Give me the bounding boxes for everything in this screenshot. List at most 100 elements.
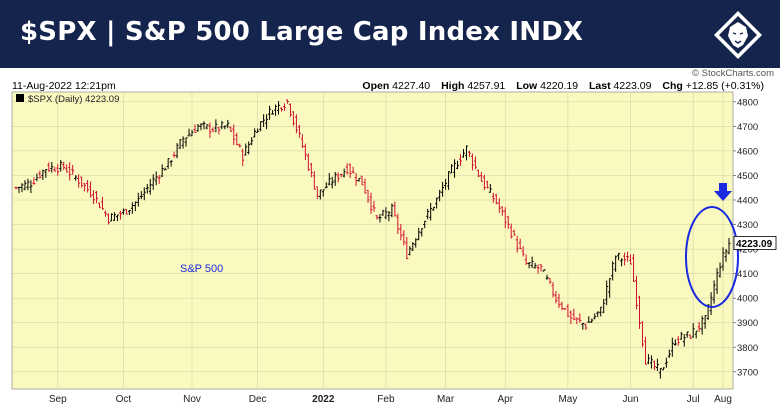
- price-bar: [157, 175, 161, 184]
- price-bar: [464, 145, 468, 161]
- chg-value: +12.85 (+0.31%): [685, 80, 764, 92]
- price-bar: [402, 230, 406, 246]
- price-bar: [187, 128, 191, 137]
- price-bar: [679, 331, 683, 340]
- price-bar: [89, 181, 93, 198]
- price-bar: [65, 164, 69, 173]
- price-bar: [92, 190, 96, 205]
- price-bar: [709, 292, 713, 316]
- legend-label: $SPX (Daily) 4223.09: [28, 94, 119, 105]
- price-bar: [369, 192, 373, 214]
- price-bar: [527, 262, 531, 269]
- price-bar: [551, 282, 555, 298]
- price-bar: [294, 114, 298, 134]
- price-bar: [288, 103, 292, 117]
- price-bar: [408, 246, 412, 256]
- last-value-text: 4223.09: [736, 239, 773, 250]
- price-bar: [467, 150, 471, 157]
- price-bar: [572, 308, 576, 321]
- price-bar: [459, 154, 463, 166]
- y-tick-label: 3700: [737, 367, 758, 378]
- price-bar: [318, 189, 322, 200]
- x-tick-label: Mar: [437, 394, 455, 405]
- price-bar: [638, 295, 642, 329]
- price-bar: [238, 143, 242, 148]
- x-tick-label: Oct: [116, 394, 132, 405]
- price-bar: [614, 255, 618, 272]
- price-bar: [658, 367, 662, 379]
- price-bar: [74, 175, 78, 181]
- price-bar: [366, 189, 370, 204]
- price-bar: [277, 101, 281, 115]
- price-bar: [661, 367, 665, 371]
- price-bar: [145, 183, 149, 194]
- price-bar: [417, 227, 421, 241]
- price-bar: [184, 137, 188, 147]
- price-bar: [593, 313, 597, 320]
- price-bar: [432, 206, 436, 211]
- price-bar: [208, 122, 212, 138]
- price-bar: [584, 323, 588, 330]
- price-bar: [482, 174, 486, 190]
- last-value-box-bg: [733, 236, 777, 250]
- price-bar: [20, 183, 24, 193]
- price-bar: [488, 183, 492, 193]
- price-bar: [649, 355, 653, 369]
- open-label: Open: [362, 80, 390, 92]
- series-label: S&P 500: [180, 263, 223, 275]
- price-bar: [312, 171, 316, 190]
- price-bar: [53, 166, 57, 172]
- price-bar: [223, 125, 227, 130]
- price-bar: [259, 121, 263, 132]
- price-bar: [118, 210, 122, 220]
- chg-label: Chg: [662, 80, 683, 92]
- price-bar: [479, 172, 483, 182]
- price-bar: [357, 177, 361, 182]
- price-bar: [721, 247, 725, 271]
- price-bar: [375, 215, 379, 220]
- price-bar: [330, 176, 334, 189]
- price-bar: [673, 339, 677, 346]
- price-bar: [676, 336, 680, 346]
- price-bar: [47, 162, 51, 172]
- ohlc-summary: Open 4227.40 High 4257.91 Low 4220.19 La…: [354, 80, 764, 92]
- price-bar: [581, 322, 585, 330]
- price-bar: [590, 318, 594, 323]
- price-bar: [623, 252, 627, 266]
- price-bar: [652, 360, 656, 371]
- price-bar: [441, 181, 445, 197]
- price-bar: [211, 127, 215, 132]
- price-bar: [566, 303, 570, 318]
- price-bar: [256, 128, 260, 133]
- price-bar: [44, 169, 48, 178]
- price-bar: [214, 119, 218, 133]
- price-bar: [38, 170, 42, 179]
- price-bar: [485, 180, 489, 189]
- price-bar: [596, 311, 600, 317]
- price-bar: [703, 315, 707, 329]
- x-tick-label: Nov: [183, 394, 201, 405]
- price-bar: [399, 224, 403, 241]
- price-bar: [587, 316, 591, 323]
- price-bar: [241, 148, 245, 167]
- price-bar: [297, 124, 301, 138]
- price-bar: [563, 308, 567, 311]
- x-tick-label: May: [558, 394, 577, 405]
- price-bar: [617, 252, 621, 261]
- price-bar: [282, 103, 286, 111]
- price-bar: [220, 120, 224, 130]
- price-bar: [423, 220, 427, 229]
- price-bar: [724, 248, 728, 262]
- x-tick-label: Sep: [49, 394, 67, 405]
- price-bar: [193, 124, 197, 133]
- price-bar: [602, 298, 606, 313]
- price-bar: [101, 196, 105, 210]
- price-bar: [315, 186, 319, 199]
- price-bar: [500, 206, 504, 216]
- price-bar: [190, 129, 194, 137]
- price-bar: [533, 262, 537, 269]
- price-bar: [265, 114, 269, 130]
- price-bar: [83, 183, 87, 192]
- price-bar: [169, 159, 173, 167]
